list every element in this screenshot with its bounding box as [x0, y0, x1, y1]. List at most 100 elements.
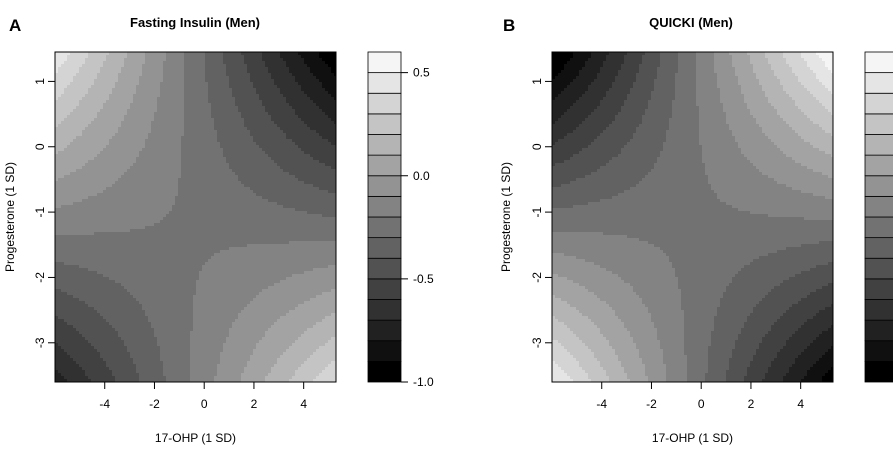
contour-cell — [208, 178, 212, 182]
contour-cell — [139, 181, 143, 185]
contour-cell — [85, 133, 89, 137]
contour-cell — [199, 121, 203, 125]
contour-cell — [250, 136, 254, 140]
contour-cell — [235, 175, 239, 179]
contour-cell — [175, 145, 179, 149]
contour-cell — [190, 145, 194, 149]
contour-cell — [220, 106, 224, 110]
contour-cell — [202, 112, 206, 116]
contour-cell — [193, 178, 197, 182]
contour-cell — [265, 148, 269, 152]
contour-cell — [118, 73, 122, 77]
contour-cell — [244, 157, 248, 161]
contour-cell — [181, 154, 185, 158]
contour-cell — [163, 160, 167, 164]
contour-cell — [331, 166, 335, 170]
contour-cell — [70, 61, 74, 65]
contour-cell — [304, 112, 308, 116]
contour-cell — [313, 178, 317, 182]
contour-cell — [262, 157, 266, 161]
contour-cell — [298, 88, 302, 92]
contour-cell — [280, 70, 284, 74]
contour-cell — [331, 148, 335, 152]
contour-cell — [124, 172, 128, 176]
contour-cell — [64, 124, 68, 128]
contour-cell — [82, 130, 86, 134]
contour-cell — [325, 142, 329, 146]
contour-cell — [124, 88, 128, 92]
contour-cell — [304, 58, 308, 62]
contour-cell — [274, 160, 278, 164]
contour-cell — [151, 109, 155, 113]
contour-cell — [142, 148, 146, 152]
contour-cell — [100, 76, 104, 80]
contour-cell — [124, 181, 128, 185]
contour-cell — [151, 58, 155, 62]
contour-cell — [64, 112, 68, 116]
contour-cell — [259, 82, 263, 86]
contour-cell — [121, 163, 125, 167]
contour-cell — [115, 166, 119, 170]
contour-cell — [202, 100, 206, 104]
contour-cell — [55, 115, 59, 119]
contour-cell — [133, 160, 137, 164]
contour-cell — [274, 139, 278, 143]
contour-cell — [70, 127, 74, 131]
contour-cell — [253, 82, 257, 86]
contour-cell — [70, 145, 74, 149]
contour-cell — [136, 145, 140, 149]
contour-cell — [178, 58, 182, 62]
contour-cell — [97, 142, 101, 146]
contour-cell — [217, 85, 221, 89]
contour-cell — [283, 157, 287, 161]
contour-cell — [196, 133, 200, 137]
contour-cell — [307, 163, 311, 167]
contour-cell — [166, 139, 170, 143]
contour-cell — [88, 100, 92, 104]
contour-cell — [301, 79, 305, 83]
contour-cell — [268, 160, 272, 164]
contour-cell — [79, 64, 83, 68]
contour-cell — [223, 142, 227, 146]
contour-cell — [322, 154, 326, 158]
contour-cell — [151, 106, 155, 110]
contour-cell — [97, 121, 101, 125]
contour-cell — [208, 133, 212, 137]
contour-cell — [76, 163, 80, 167]
contour-cell — [220, 67, 224, 71]
contour-cell — [91, 70, 95, 74]
contour-cell — [313, 55, 317, 59]
contour-cell — [181, 58, 185, 62]
contour-cell — [160, 166, 164, 170]
contour-cell — [148, 79, 152, 83]
contour-cell — [322, 139, 326, 143]
contour-cell — [289, 76, 293, 80]
contour-cell — [169, 103, 173, 107]
contour-cell — [283, 88, 287, 92]
contour-cell — [331, 55, 335, 59]
contour-cell — [112, 154, 116, 158]
contour-cell — [184, 79, 188, 83]
contour-cell — [232, 91, 236, 95]
contour-cell — [124, 115, 128, 119]
contour-cell — [175, 124, 179, 128]
contour-cell — [115, 163, 119, 167]
contour-cell — [121, 103, 125, 107]
contour-cell — [145, 70, 149, 74]
contour-cell — [133, 118, 137, 122]
contour-cell — [232, 79, 236, 83]
contour-cell — [133, 163, 137, 167]
contour-cell — [313, 70, 317, 74]
contour-cell — [184, 124, 188, 128]
contour-cell — [82, 61, 86, 65]
contour-cell — [196, 67, 200, 71]
contour-cell — [334, 139, 336, 143]
contour-cell — [283, 151, 287, 155]
contour-cell — [109, 139, 113, 143]
contour-cell — [310, 157, 314, 161]
contour-cell — [142, 88, 146, 92]
contour-cell — [175, 79, 179, 83]
contour-cell — [280, 175, 284, 179]
contour-cell — [79, 97, 83, 101]
contour-cell — [169, 178, 173, 182]
